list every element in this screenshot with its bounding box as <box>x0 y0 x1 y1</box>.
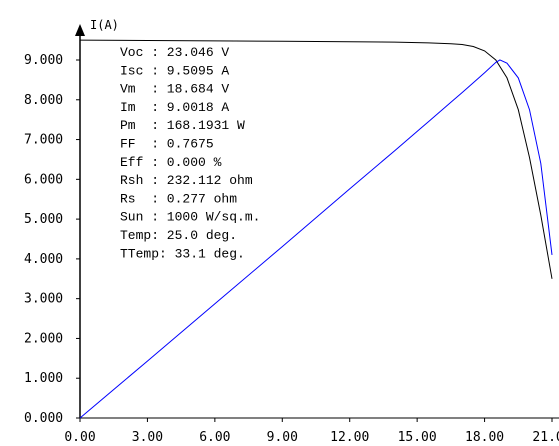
y-tick-label: 2.000 <box>24 331 63 346</box>
info-line: Eff : 0.000 % <box>120 155 222 170</box>
x-tick-label: 9.00 <box>267 430 298 445</box>
x-tick-label: 3.00 <box>132 430 163 445</box>
info-line: Vm : 18.684 V <box>120 82 229 97</box>
y-tick-label: 3.000 <box>24 292 63 307</box>
x-tick-label: 18.00 <box>465 430 504 445</box>
info-line: Sun : 1000 W/sq.m. <box>120 210 260 225</box>
x-tick-label: 21.00 <box>532 430 559 445</box>
tick-labels: 0.000 1.000 2.000 3.000 4.000 5.000 6.000 7.000… <box>24 53 559 445</box>
info-line: Rs : 0.277 ohm <box>120 191 237 206</box>
iv-curve-line <box>79 39 553 279</box>
info-line: FF : 0.7675 <box>120 137 214 152</box>
y-tick-label: 6.000 <box>24 172 63 187</box>
info-line: Voc : 23.046 V <box>120 45 229 60</box>
x-tick-label: 0.00 <box>64 430 95 445</box>
y-tick-label: 7.000 <box>24 133 63 148</box>
x-tick-label: 6.00 <box>199 430 230 445</box>
y-tick-label: 1.000 <box>24 371 63 386</box>
series-lines <box>79 39 553 419</box>
y-tick-label: 8.000 <box>24 93 63 108</box>
y-axis-arrow <box>75 24 85 36</box>
axes <box>75 24 559 422</box>
y-tick-label: 4.000 <box>24 252 63 267</box>
y-axis-label: I(A) <box>90 18 119 32</box>
y-tick-label: 5.000 <box>24 212 63 227</box>
info-line: Pm : 168.1931 W <box>120 118 245 133</box>
info-line: Temp: 25.0 deg. <box>120 228 237 243</box>
info-line: TTemp: 33.1 deg. <box>120 246 245 261</box>
pv-curve-line <box>79 59 553 419</box>
info-line: Im : 9.0018 A <box>120 100 229 115</box>
x-tick-label: 12.00 <box>330 430 369 445</box>
y-tick-label: 0.000 <box>24 411 63 426</box>
info-line: Isc : 9.5095 A <box>120 63 229 78</box>
y-tick-label: 9.000 <box>24 53 63 68</box>
info-line: Rsh : 232.112 ohm <box>120 173 253 188</box>
x-tick-label: 15.00 <box>398 430 437 445</box>
info-panel: Voc : 23.046 V Isc : 9.5095 A Vm : 18.684 … <box>120 45 260 261</box>
